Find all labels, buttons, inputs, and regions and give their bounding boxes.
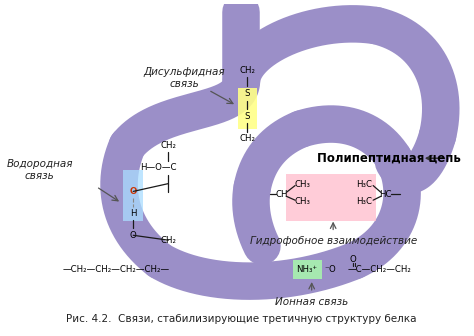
Text: O: O xyxy=(129,187,137,196)
Text: CH₂: CH₂ xyxy=(160,236,176,245)
Text: NH₃⁺: NH₃⁺ xyxy=(296,265,318,274)
Text: O: O xyxy=(329,265,336,274)
FancyBboxPatch shape xyxy=(293,260,322,279)
Text: Водородная
связь: Водородная связь xyxy=(6,159,73,181)
Text: CH₂: CH₂ xyxy=(160,141,176,150)
Text: CH₃: CH₃ xyxy=(295,180,311,189)
Text: CH: CH xyxy=(275,190,288,199)
Text: S: S xyxy=(245,89,250,98)
Text: O: O xyxy=(130,231,137,240)
Text: Ионная связь: Ионная связь xyxy=(275,297,348,307)
Text: Дисульфидная
связь: Дисульфидная связь xyxy=(143,68,225,89)
Text: HC: HC xyxy=(380,190,392,199)
Text: Рис. 4.2.  Связи, стабилизирующие третичную структуру белка: Рис. 4.2. Связи, стабилизирующие третичн… xyxy=(66,314,417,324)
Text: S: S xyxy=(245,112,250,121)
FancyBboxPatch shape xyxy=(286,174,376,221)
FancyBboxPatch shape xyxy=(124,170,143,221)
Text: H₃C: H₃C xyxy=(356,180,373,189)
Text: CH₂: CH₂ xyxy=(239,134,255,143)
Text: ⁻: ⁻ xyxy=(324,265,328,274)
Text: H₃C: H₃C xyxy=(356,197,373,206)
Text: Гидрофобное взаимодействие: Гидрофобное взаимодействие xyxy=(249,236,417,246)
Text: O: O xyxy=(349,255,356,264)
FancyBboxPatch shape xyxy=(237,88,257,129)
Text: CH₃: CH₃ xyxy=(295,197,311,206)
Text: H—O—C: H—O—C xyxy=(140,164,177,172)
Text: —C—CH₂—CH₂: —C—CH₂—CH₂ xyxy=(348,265,411,274)
Text: CH₂: CH₂ xyxy=(239,66,255,75)
Text: —CH₂—CH₂—CH₂—CH₂—: —CH₂—CH₂—CH₂—CH₂— xyxy=(62,265,169,274)
Text: Полипептидная цепь: Полипептидная цепь xyxy=(317,152,461,165)
Text: H: H xyxy=(130,209,137,218)
